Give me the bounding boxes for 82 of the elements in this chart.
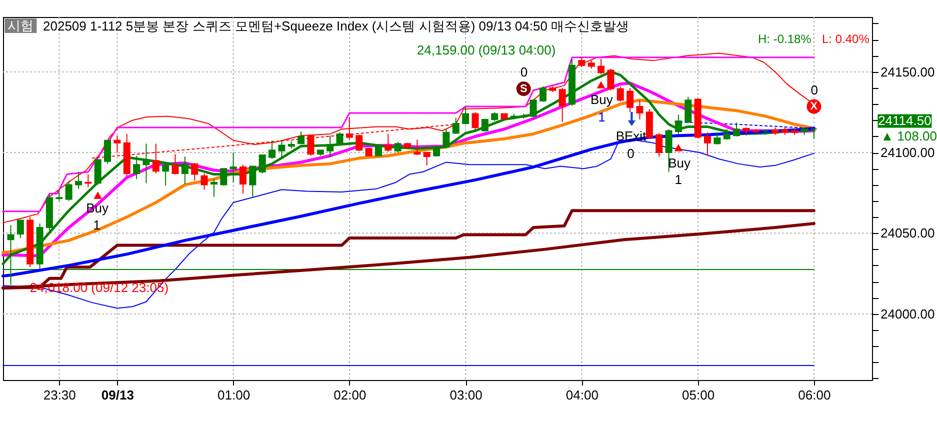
candlestick <box>230 152 237 183</box>
candlestick <box>307 135 314 156</box>
candlestick <box>142 143 150 184</box>
annotation: H: -0.18% <box>758 32 812 46</box>
candlestick <box>191 162 198 182</box>
annotation: 1 <box>93 218 100 233</box>
annotation: 1 <box>674 172 682 187</box>
candlestick <box>104 140 112 164</box>
candlestick <box>733 122 740 137</box>
text: 24114.50 <box>878 113 932 128</box>
candlestick <box>598 58 605 75</box>
candlestick <box>481 118 488 132</box>
x-tick-label: 09/13 <box>101 388 134 402</box>
candlestick <box>616 86 624 102</box>
candlestick <box>374 144 382 156</box>
candlestick <box>472 112 479 130</box>
candlestick <box>558 87 566 122</box>
candlestick <box>210 178 218 198</box>
candlestick <box>133 155 140 180</box>
candlestick <box>656 132 663 158</box>
candlestick <box>278 140 286 158</box>
y-tick-label: 24050.00 <box>880 226 935 241</box>
x-tick-label: 03:00 <box>450 388 482 402</box>
candlestick <box>674 114 682 134</box>
x-tick-label: 04:00 <box>566 388 598 402</box>
candlestick <box>16 220 24 239</box>
candlestick <box>94 158 102 186</box>
x-tick-label: 02:00 <box>334 388 366 402</box>
x-tick-label: 06:00 <box>798 388 831 402</box>
candlestick <box>433 146 440 158</box>
candlestick <box>298 131 305 144</box>
annotation: 24,159.00 (09/13 04:00) <box>416 42 556 58</box>
candlestick <box>114 135 121 154</box>
candlestick <box>704 132 711 156</box>
candlestick <box>65 180 72 202</box>
annotation: 0 <box>520 64 528 80</box>
x-tick-label: 01:00 <box>218 388 250 402</box>
annotation: L: 0.40% <box>822 32 870 46</box>
data-label: X <box>810 100 818 113</box>
data-label: S <box>520 82 528 95</box>
candlestick <box>462 106 470 125</box>
candlestick <box>336 132 344 146</box>
candlestick <box>162 163 170 186</box>
annotation: Buy <box>590 92 614 107</box>
candlestick <box>200 172 208 190</box>
x-tick-label: 23:30 <box>43 388 76 402</box>
annotation: 1 <box>598 109 606 124</box>
candlestick <box>394 142 402 154</box>
annotation: 0 <box>627 146 634 161</box>
candlestick <box>74 171 82 190</box>
point <box>596 81 606 88</box>
candlestick <box>423 152 430 166</box>
y-tick-label: 24150.00 <box>880 64 935 80</box>
candlestick <box>714 132 721 145</box>
candlestick <box>56 190 63 202</box>
candlestick <box>220 168 228 186</box>
candlestick <box>384 133 392 152</box>
annotation: 시험 <box>8 18 34 33</box>
candlestick <box>684 96 692 124</box>
candlestick <box>414 139 421 156</box>
candlestick <box>636 100 644 120</box>
candlestick <box>181 156 188 184</box>
chart-title: 202509 1-112 5분봉 본장 스퀴즈 모멘텀+Squeeze Index (시스템 시험적용) 09/13 04:50 매수신호발생 <box>43 18 630 34</box>
x-tick-label: 05:00 <box>682 388 715 402</box>
annotation: 0 <box>810 82 818 98</box>
candlestick <box>268 140 276 160</box>
candlestick <box>442 128 450 148</box>
candlestick <box>607 68 614 91</box>
candlestick <box>258 154 266 174</box>
candlestick <box>239 164 246 194</box>
candlestick <box>172 154 179 175</box>
candlestick <box>249 166 256 198</box>
candlestick <box>326 135 334 158</box>
candlestick <box>452 117 460 134</box>
candlestick <box>539 86 546 102</box>
candlestick <box>356 134 363 152</box>
candlestick <box>530 100 537 118</box>
y-tick-label: 24100.00 <box>880 145 935 160</box>
point <box>674 144 683 152</box>
text: ▲ 108.00 <box>880 128 937 144</box>
y-tick-label: 24000.00 <box>880 306 935 322</box>
candlestick <box>578 56 586 68</box>
